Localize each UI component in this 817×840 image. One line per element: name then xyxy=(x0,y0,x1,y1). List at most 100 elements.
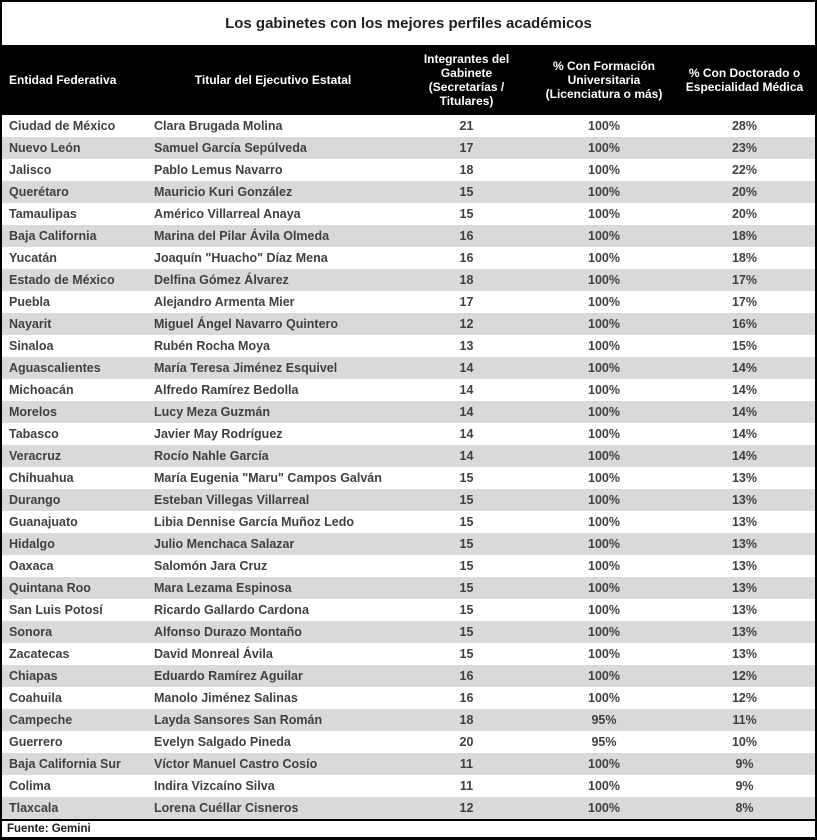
cell-governor: Layda Sansores San Román xyxy=(154,713,323,727)
cell-cabinet-members: 15 xyxy=(459,581,474,595)
cell-cabinet-members: 15 xyxy=(459,515,474,529)
cell-cabinet-members: 15 xyxy=(459,207,474,221)
cell-cabinet-members: 15 xyxy=(459,493,474,507)
cell-governor: Delfina Gómez Álvarez xyxy=(154,273,289,287)
cell-pct-doctorate: 8% xyxy=(735,801,754,815)
cell-pct-doctorate: 13% xyxy=(731,493,758,507)
cell-pct-university: 100% xyxy=(588,339,620,353)
table-row: Yucatán Joaquín "Huacho" Díaz Mena 16 10… xyxy=(2,247,815,269)
cell-pct-doctorate: 13% xyxy=(731,647,758,661)
cell-pct-doctorate: 12% xyxy=(731,669,758,683)
cell-cabinet-members: 14 xyxy=(459,383,474,397)
cell-pct-university: 95% xyxy=(591,735,617,749)
cell-pct-university: 100% xyxy=(588,625,620,639)
cell-entity: Tabasco xyxy=(9,427,59,441)
cell-governor: Samuel García Sepúlveda xyxy=(154,141,307,155)
cell-pct-university: 100% xyxy=(588,273,620,287)
cell-governor: Manolo Jiménez Salinas xyxy=(154,691,298,705)
table-row: Jalisco Pablo Lemus Navarro 18 100% 22% xyxy=(2,159,815,181)
cell-pct-university: 100% xyxy=(588,229,620,243)
table-row: Tabasco Javier May Rodríguez 14 100% 14% xyxy=(2,423,815,445)
cell-governor: Pablo Lemus Navarro xyxy=(154,163,283,177)
cell-pct-doctorate: 13% xyxy=(731,515,758,529)
cell-entity: Sonora xyxy=(9,625,53,639)
cell-pct-doctorate: 14% xyxy=(731,361,758,375)
table-row: Querétaro Mauricio Kuri González 15 100%… xyxy=(2,181,815,203)
cell-governor: Ricardo Gallardo Cardona xyxy=(154,603,309,617)
table-row: San Luis Potosí Ricardo Gallardo Cardona… xyxy=(2,599,815,621)
cell-cabinet-members: 15 xyxy=(459,537,474,551)
cell-pct-university: 100% xyxy=(588,537,620,551)
cell-pct-doctorate: 10% xyxy=(731,735,758,749)
page-title: Los gabinetes con los mejores perfiles a… xyxy=(2,2,815,45)
cell-governor: Mara Lezama Espinosa xyxy=(154,581,292,595)
cell-pct-university: 100% xyxy=(588,163,620,177)
cell-pct-doctorate: 14% xyxy=(731,427,758,441)
cell-entity: Baja California Sur xyxy=(9,757,121,771)
cell-pct-doctorate: 14% xyxy=(731,449,758,463)
table-row: Durango Esteban Villegas Villarreal 15 1… xyxy=(2,489,815,511)
table-row: Sonora Alfonso Durazo Montaño 15 100% 13… xyxy=(2,621,815,643)
cell-governor: María Teresa Jiménez Esquivel xyxy=(154,361,338,375)
table-row: Aguascalientes María Teresa Jiménez Esqu… xyxy=(2,357,815,379)
cell-governor: Alfonso Durazo Montaño xyxy=(154,625,302,639)
cell-cabinet-members: 18 xyxy=(459,273,474,287)
table-row: Zacatecas David Monreal Ávila 15 100% 13… xyxy=(2,643,815,665)
cell-pct-university: 100% xyxy=(588,427,620,441)
cell-governor: Javier May Rodríguez xyxy=(154,427,283,441)
cell-governor: Marina del Pilar Ávila Olmeda xyxy=(154,229,330,243)
cell-cabinet-members: 17 xyxy=(459,141,474,155)
table-row: Colima Indira Vizcaíno Silva 11 100% 9% xyxy=(2,775,815,797)
cell-entity: Querétaro xyxy=(9,185,69,199)
cell-governor: Salomón Jara Cruz xyxy=(154,559,268,573)
cell-entity: Estado de México xyxy=(9,273,115,287)
cell-entity: Ciudad de México xyxy=(9,119,116,133)
cell-cabinet-members: 15 xyxy=(459,471,474,485)
cell-cabinet-members: 13 xyxy=(459,339,474,353)
table-row: Guanajuato Libia Dennise García Muñoz Le… xyxy=(2,511,815,533)
cell-pct-university: 100% xyxy=(588,185,620,199)
table-row: Michoacán Alfredo Ramírez Bedolla 14 100… xyxy=(2,379,815,401)
cell-cabinet-members: 11 xyxy=(459,779,474,793)
cell-cabinet-members: 15 xyxy=(459,559,474,573)
cell-pct-doctorate: 28% xyxy=(731,119,758,133)
table-row: Ciudad de México Clara Brugada Molina 21… xyxy=(2,115,815,137)
table-body: Ciudad de México Clara Brugada Molina 21… xyxy=(2,115,815,819)
cell-pct-university: 100% xyxy=(588,581,620,595)
cell-entity: Baja California xyxy=(9,229,97,243)
table-row: Chiapas Eduardo Ramírez Aguilar 16 100% … xyxy=(2,665,815,687)
cell-pct-university: 100% xyxy=(588,295,620,309)
cell-pct-university: 100% xyxy=(588,779,620,793)
cell-entity: Tamaulipas xyxy=(9,207,77,221)
cell-pct-university: 100% xyxy=(588,757,620,771)
column-header-entidad-federativa: Entidad Federativa xyxy=(2,45,147,115)
cell-governor: Lorena Cuéllar Cisneros xyxy=(154,801,299,815)
cell-pct-doctorate: 20% xyxy=(731,207,758,221)
cell-governor: María Eugenia "Maru" Campos Galván xyxy=(154,471,382,485)
cell-pct-doctorate: 13% xyxy=(731,537,758,551)
cell-pct-university: 100% xyxy=(588,493,620,507)
cell-pct-university: 100% xyxy=(588,405,620,419)
cell-cabinet-members: 18 xyxy=(459,163,474,177)
cell-pct-university: 100% xyxy=(588,383,620,397)
cell-pct-doctorate: 13% xyxy=(731,625,758,639)
cell-governor: Evelyn Salgado Pineda xyxy=(154,735,291,749)
table-row: Morelos Lucy Meza Guzmán 14 100% 14% xyxy=(2,401,815,423)
cell-pct-doctorate: 16% xyxy=(731,317,758,331)
cell-cabinet-members: 11 xyxy=(459,757,474,771)
cell-entity: Tlaxcala xyxy=(9,801,59,815)
table-row: Nuevo León Samuel García Sepúlveda 17 10… xyxy=(2,137,815,159)
cell-entity: Campeche xyxy=(9,713,73,727)
cell-cabinet-members: 14 xyxy=(459,449,474,463)
table-row: Guerrero Evelyn Salgado Pineda 20 95% 10… xyxy=(2,731,815,753)
table-row: Campeche Layda Sansores San Román 18 95%… xyxy=(2,709,815,731)
cell-cabinet-members: 14 xyxy=(459,361,474,375)
cell-entity: Nuevo León xyxy=(9,141,81,155)
table-row: Hidalgo Julio Menchaca Salazar 15 100% 1… xyxy=(2,533,815,555)
cell-pct-doctorate: 13% xyxy=(731,471,758,485)
cell-entity: Michoacán xyxy=(9,383,74,397)
cell-governor: Américo Villarreal Anaya xyxy=(154,207,301,221)
cell-cabinet-members: 14 xyxy=(459,405,474,419)
cell-pct-university: 95% xyxy=(591,713,617,727)
cell-pct-doctorate: 17% xyxy=(731,295,758,309)
